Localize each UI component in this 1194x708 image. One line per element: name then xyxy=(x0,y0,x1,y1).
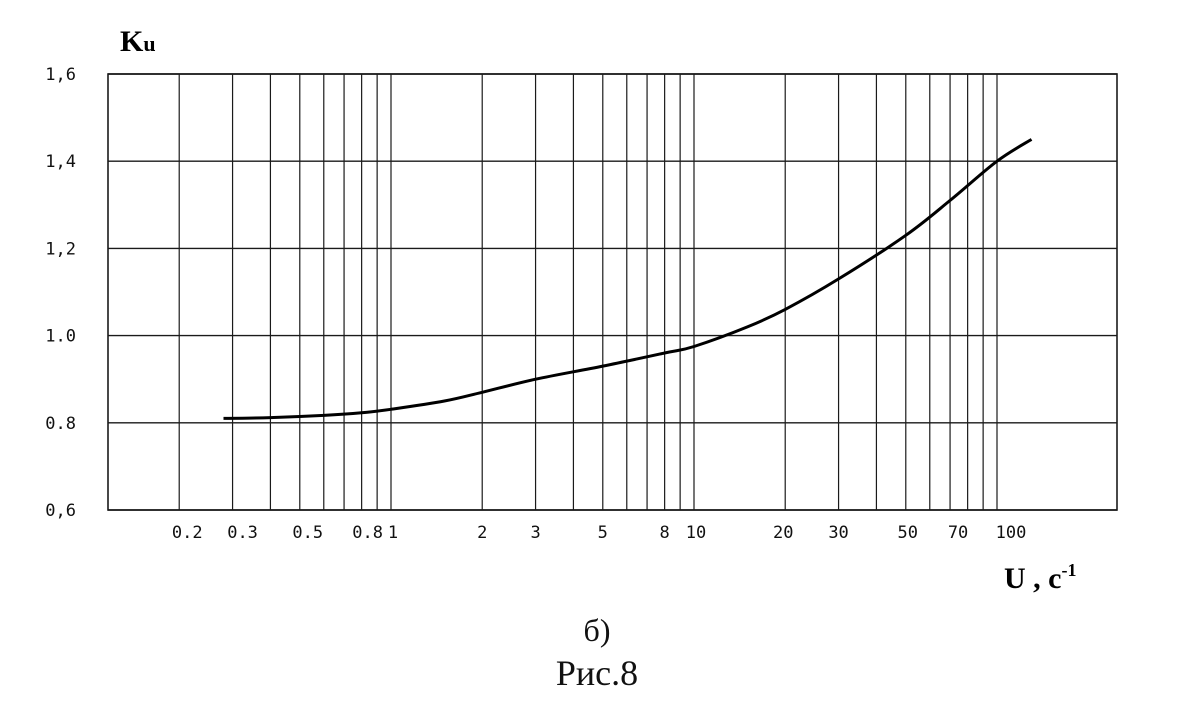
y-tick-label: 0,6 xyxy=(45,501,76,521)
x-tick-label: 0.5 xyxy=(292,523,323,543)
x-tick-label: 1 xyxy=(388,523,398,543)
x-axis-title: U , c-1 xyxy=(1004,560,1076,595)
x-tick-label: 50 xyxy=(898,523,918,543)
x-tick-label: 10 xyxy=(686,523,706,543)
y-axis-title-sub: u xyxy=(143,31,155,56)
y-tick-label: 1,4 xyxy=(45,152,76,172)
x-tick-label: 3 xyxy=(530,523,540,543)
x-tick-label: 5 xyxy=(598,523,608,543)
x-tick-label: 20 xyxy=(773,523,793,543)
series-line xyxy=(223,138,1033,420)
y-tick-label: 1,6 xyxy=(45,65,76,85)
x-tick-label: 70 xyxy=(948,523,968,543)
x-tick-label: 0.3 xyxy=(227,523,258,543)
x-axis-title-main: U , c xyxy=(1004,562,1061,595)
grid xyxy=(107,73,1118,511)
y-tick-label: 1,2 xyxy=(45,239,76,259)
x-tick-label: 0.2 xyxy=(172,523,203,543)
y-tick-label: 0.8 xyxy=(45,414,76,434)
y-axis-title: Ku xyxy=(120,25,156,58)
x-tick-label: 8 xyxy=(660,523,670,543)
figure-caption: Рис.8 xyxy=(555,653,639,693)
plot-frame xyxy=(107,73,1118,511)
x-tick-label: 0.8 xyxy=(352,523,383,543)
y-axis-title-main: K xyxy=(120,25,144,58)
x-tick-label: 2 xyxy=(477,523,487,543)
x-tick-label: 30 xyxy=(828,523,848,543)
y-tick-labels: 0,6 0.8 1.0 1,2 1,4 1,6 xyxy=(45,65,76,521)
x-tick-label: 100 xyxy=(996,523,1027,543)
y-tick-label: 1.0 xyxy=(45,327,76,347)
x-tick-labels: 0.2 0.3 0.5 0.8 1 2 3 5 8 10 20 30 50 70 100 xyxy=(172,523,1027,543)
x-axis-title-sup: -1 xyxy=(1061,560,1076,580)
figure-sublabel: б) xyxy=(583,612,611,648)
